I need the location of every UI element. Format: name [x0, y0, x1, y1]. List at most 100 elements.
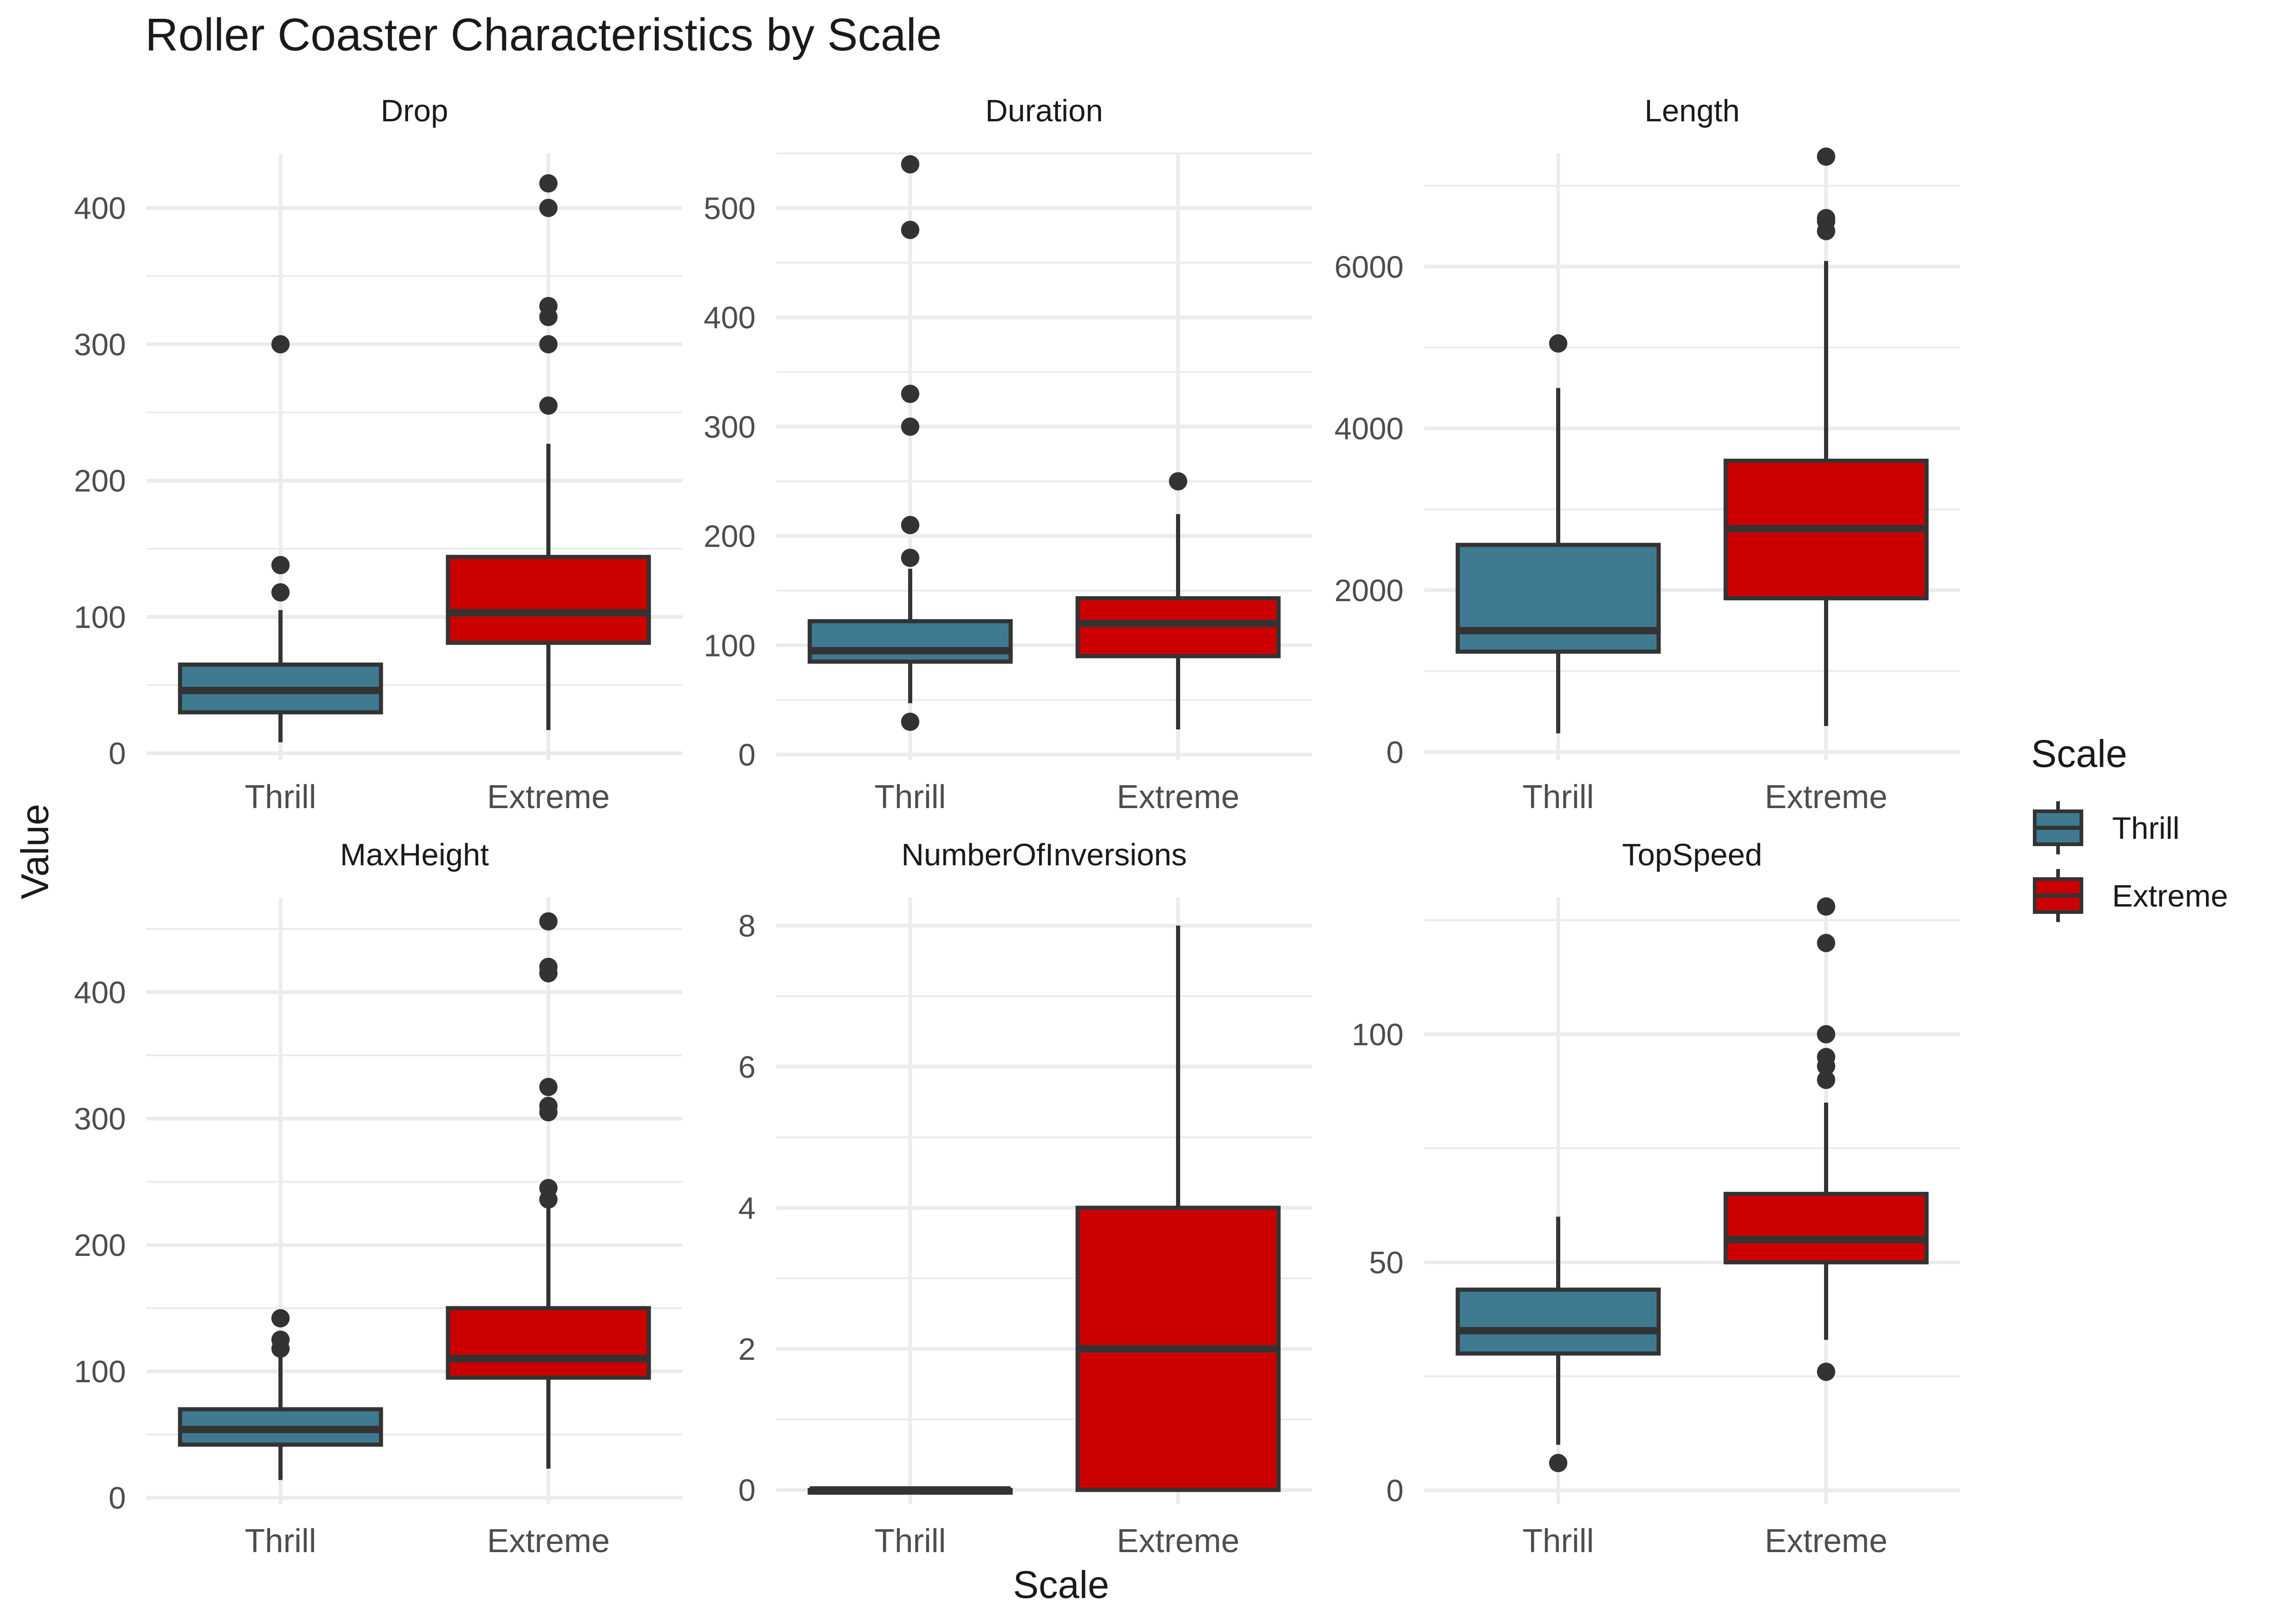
outlier-point [539, 1097, 558, 1115]
legend-title: Scale [2031, 732, 2127, 775]
outlier-point [539, 396, 558, 415]
y-tick-label: 100 [74, 600, 126, 635]
y-tick-label: 4000 [1334, 412, 1404, 446]
box-maxheight-thrill [178, 1309, 383, 1480]
x-tick-label: Extreme [1765, 1523, 1887, 1559]
outlier-point [1817, 1363, 1835, 1381]
box-iqr [807, 619, 1013, 664]
y-tick-label: 0 [1386, 1473, 1404, 1508]
facet-duration: 0 100 200 300 400 500 Duration Thrill Extreme [704, 93, 1312, 815]
y-tick-label: 2000 [1334, 573, 1404, 608]
facet-drop: 0 100 200 300 400 Drop Thrill Extreme [74, 93, 682, 815]
box-iqr [1723, 1192, 1929, 1265]
facet-strip-label: NumberOfInversions [901, 837, 1187, 872]
y-tick-label: 6 [738, 1050, 756, 1085]
y-tick-label: 500 [704, 191, 756, 226]
x-tick-label: Extreme [1765, 779, 1887, 815]
facet-strip-label: TopSpeed [1622, 837, 1762, 872]
outlier-point [539, 335, 558, 353]
outlier-point [901, 712, 920, 731]
y-tick-label: 0 [738, 738, 756, 772]
outlier-point [901, 155, 920, 174]
box-iqr [446, 554, 651, 645]
outlier-point [271, 1309, 290, 1328]
y-tick-label: 200 [704, 519, 756, 554]
facet-maxheight: 0 100 200 300 400 MaxHeight Thrill Extreme [74, 837, 682, 1559]
y-tick-label: 100 [704, 628, 756, 663]
outlier-point [901, 385, 920, 403]
y-axis-title: Value [13, 804, 56, 900]
outlier-point [1817, 934, 1835, 952]
outlier-point [271, 335, 290, 353]
box-duration-extreme [1075, 472, 1281, 730]
outlier-point [539, 297, 558, 315]
box-iqr [446, 1306, 651, 1380]
x-tick-label: Extreme [487, 1523, 610, 1559]
chart-title: Roller Coaster Characteristics by Scale [145, 9, 942, 60]
legend-entry-extreme: Extreme [2033, 869, 2228, 922]
outlier-point [1549, 1454, 1568, 1472]
box-maxheight-extreme [446, 912, 651, 1469]
facet-strip-label: Length [1645, 93, 1740, 128]
outlier-point [1817, 147, 1835, 166]
x-tick-label: Thrill [1523, 1523, 1594, 1559]
box-topspeed-extreme [1723, 897, 1929, 1381]
outlier-point [271, 1331, 290, 1349]
facet-strip-label: MaxHeight [340, 837, 489, 872]
legend-label: Extreme [2112, 879, 2228, 913]
outlier-point [901, 417, 920, 436]
y-tick-label: 0 [1386, 735, 1404, 770]
outlier-point [901, 516, 920, 534]
box-iqr [1075, 596, 1281, 658]
outlier-point [1817, 1048, 1835, 1066]
y-tick-label: 200 [74, 1228, 126, 1263]
facet-length: 0 2000 4000 6000 Length Thrill Extreme [1334, 93, 1960, 815]
outlier-point [1817, 1070, 1835, 1089]
legend: Scale Thrill Extreme [2031, 732, 2228, 922]
outlier-point [1169, 472, 1187, 491]
y-tick-label: 2 [738, 1332, 756, 1367]
y-tick-label: 0 [738, 1473, 756, 1508]
outlier-point [1817, 897, 1835, 916]
x-tick-label: Extreme [1116, 1523, 1239, 1559]
box-numberofinversions-extreme [1075, 925, 1281, 1492]
x-tick-label: Extreme [487, 779, 610, 815]
y-tick-label: 100 [74, 1354, 126, 1389]
y-tick-label: 50 [1369, 1245, 1404, 1280]
x-tick-label: Thrill [1523, 779, 1594, 815]
outlier-point [539, 1179, 558, 1197]
outlier-point [1549, 334, 1568, 353]
x-tick-label: Thrill [245, 779, 316, 815]
box-length-thrill [1455, 334, 1661, 733]
outlier-point [901, 221, 920, 239]
outlier-point [539, 957, 558, 976]
legend-label: Thrill [2112, 811, 2179, 846]
outlier-point [539, 174, 558, 193]
outlier-point [1817, 1025, 1835, 1043]
outlier-point [539, 199, 558, 217]
facet-topspeed: 0 50 100 TopSpeed Thrill Extreme [1352, 837, 1960, 1559]
y-tick-label: 300 [74, 1102, 126, 1136]
y-tick-label: 400 [74, 191, 126, 226]
x-axis-title: Scale [1013, 1563, 1109, 1606]
box-drop-thrill [178, 335, 383, 743]
box-iqr [1455, 1287, 1661, 1356]
x-tick-label: Thrill [875, 779, 946, 815]
box-numberofinversions-thrill [807, 1486, 1013, 1495]
facet-numberofinversions: 0 2 4 6 8 NumberOfInversions Thrill Extreme [738, 837, 1312, 1559]
y-tick-label: 8 [738, 909, 756, 944]
box-duration-thrill [807, 155, 1013, 731]
box-drop-extreme [446, 174, 651, 730]
box-iqr [1455, 543, 1661, 654]
legend-entry-thrill: Thrill [2033, 801, 2179, 854]
outlier-point [271, 556, 290, 575]
y-tick-label: 300 [704, 410, 756, 445]
box-length-extreme [1723, 147, 1929, 726]
y-tick-label: 400 [74, 975, 126, 1010]
y-tick-label: 4 [738, 1191, 756, 1226]
outlier-point [539, 912, 558, 931]
facet-strip-label: Drop [381, 93, 448, 128]
